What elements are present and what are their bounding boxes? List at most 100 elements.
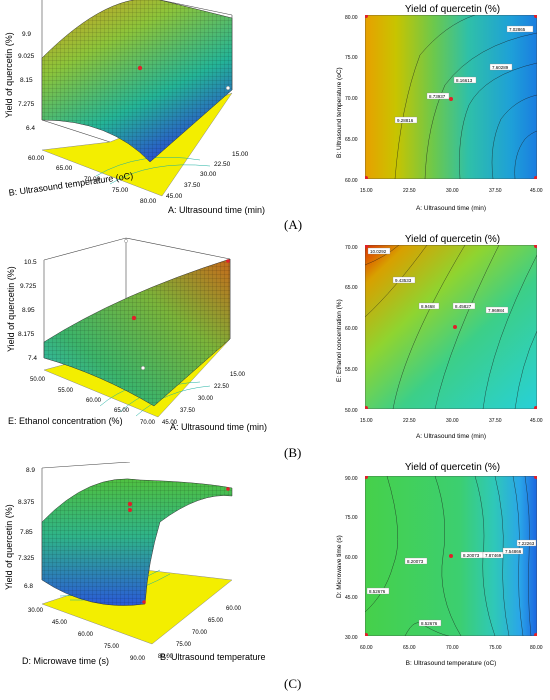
y-tick: 30.00 — [345, 635, 358, 641]
contour-y-axis-label: E: Ethanol concentration (%) — [336, 299, 343, 382]
z-tick: 7.325 — [18, 555, 35, 562]
contour-label: 9.28816 — [397, 118, 414, 123]
x-tick: 70.00 — [446, 645, 459, 651]
design-point — [534, 15, 537, 18]
y-tick: 60.00 — [345, 555, 358, 561]
design-point — [124, 239, 128, 243]
design-point — [365, 176, 368, 179]
x-tick: 30.00 — [200, 171, 217, 178]
x-tick: 15.00 — [232, 151, 249, 158]
design-point — [137, 65, 143, 71]
contour-x-axis-label: A: Ultrasound time (min) — [415, 433, 487, 440]
z-tick: 6.4 — [26, 125, 35, 132]
contour-b-ticks: 50.00 55.00 60.00 65.00 70.00 15.00 22.5… — [345, 245, 543, 424]
design-point — [142, 600, 146, 604]
contour-title: Yield of quercetin (%) — [404, 4, 501, 15]
design-point — [534, 176, 537, 179]
contour-label: 7.22263 — [518, 541, 535, 546]
z-tick: 10.5 — [24, 259, 37, 266]
x-axis-label: A: Ultrasound time (min) — [168, 205, 266, 215]
design-point — [534, 476, 537, 479]
x-tick: 65.00 — [403, 645, 416, 651]
x-tick: 60.00 — [360, 645, 373, 651]
x-tick: 75.00 — [489, 645, 502, 651]
design-point — [128, 508, 132, 512]
y-tick: 70.00 — [84, 176, 101, 183]
contour-label: 8.52676 — [421, 621, 438, 626]
y-tick: 70.00 — [140, 420, 156, 426]
caption-c: (C) — [284, 676, 302, 691]
x-tick: 45.00 — [530, 188, 543, 194]
y-tick: 65.00 — [114, 408, 130, 414]
x-tick: 22.50 — [403, 418, 416, 424]
design-point — [365, 245, 368, 248]
x-tick: 22.50 — [214, 161, 231, 168]
contour-label: 7.96984 — [488, 308, 505, 313]
x-tick: 30.00 — [446, 188, 459, 194]
contour-a-ticks: 60.00 65.00 70.00 75.00 80.00 15.00 22.5… — [345, 15, 543, 194]
design-point — [140, 365, 146, 371]
x-tick: 37.50 — [180, 408, 196, 414]
x-tick: 37.50 — [489, 418, 502, 424]
x-tick: 15.00 — [230, 372, 246, 378]
design-point — [449, 554, 453, 558]
z-tick: 7.4 — [28, 355, 37, 362]
contour-label: 8.20073 — [463, 553, 480, 558]
x-tick: 80.00 — [158, 654, 174, 660]
y-tick: 75.00 — [104, 644, 120, 650]
x-tick: 37.50 — [489, 188, 502, 194]
z-tick: 8.9 — [26, 467, 35, 474]
x-tick: 65.00 — [208, 618, 224, 624]
contour-y-axis-label: B: Ultrasound temperature (oC) — [336, 67, 343, 158]
y-tick: 55.00 — [58, 388, 74, 394]
x-tick: 15.00 — [360, 188, 373, 194]
contour-label: 8.52676 — [369, 589, 386, 594]
contour-label: 10.0292 — [370, 249, 387, 254]
y-tick: 60.00 — [345, 178, 358, 184]
z-tick: 8.95 — [22, 307, 35, 314]
z-tick: 8.15 — [20, 77, 33, 84]
y-tick: 60.00 — [28, 155, 45, 162]
x-tick: 15.00 — [360, 418, 373, 424]
contour-label: 8.73937 — [429, 94, 446, 99]
design-point — [365, 15, 368, 18]
y-tick: 30.00 — [28, 608, 44, 614]
y-tick: 60.00 — [78, 632, 94, 638]
contour-label: 8.16613 — [456, 78, 473, 83]
design-point — [534, 245, 537, 248]
contour-label: 7.02865 — [509, 27, 526, 32]
contour-c-ticks: 30.00 45.00 60.00 75.00 90.00 60.00 65.0… — [345, 476, 543, 651]
panel-c: 8.9 8.375 7.85 7.325 6.8 30.00 45.00 60.… — [0, 462, 550, 700]
y-tick: 50.00 — [345, 408, 358, 414]
z-tick: 7.275 — [18, 101, 35, 108]
y-tick: 45.00 — [52, 620, 68, 626]
x-tick: 30.00 — [198, 396, 214, 402]
z-tick: 9.725 — [20, 283, 37, 290]
design-point — [534, 633, 537, 636]
design-point — [131, 315, 137, 321]
y-tick: 80.00 — [140, 198, 157, 205]
x-tick: 60.00 — [226, 606, 242, 612]
y-tick: 55.00 — [345, 367, 358, 373]
design-point — [365, 406, 368, 409]
contour-label: 7.60289 — [492, 65, 509, 70]
surface-plot-b: 10.5 9.725 8.95 8.175 7.4 50.00 55.00 60… — [18, 237, 246, 426]
contour-title: Yield of quercetin (%) — [404, 462, 501, 473]
y-tick: 75.00 — [112, 187, 129, 194]
contour-plot-c: 8.20073 8.52676 8.52676 8.20073 7.87469 … — [365, 476, 537, 636]
x-axis-label: B: Ultrasound temperature (oC) — [160, 652, 265, 662]
y-tick: 80.00 — [345, 15, 358, 21]
z-tick: 9.9 — [22, 31, 31, 38]
contour-label: 8.20073 — [407, 559, 424, 564]
z-tick: 8.175 — [18, 331, 35, 338]
design-point — [453, 325, 457, 329]
y-tick: 65.00 — [56, 165, 73, 172]
x-tick: 75.00 — [176, 642, 192, 648]
contour-x-axis-label: B: Ultrasound temperature (oC) — [405, 660, 497, 667]
y-tick: 45.00 — [345, 595, 358, 601]
y-tick: 70.00 — [345, 96, 358, 102]
design-point — [365, 633, 368, 636]
contour-label: 9.43533 — [395, 278, 412, 283]
design-point — [449, 97, 453, 101]
contour-x-axis-label: A: Ultrasound time (min) — [415, 205, 487, 212]
